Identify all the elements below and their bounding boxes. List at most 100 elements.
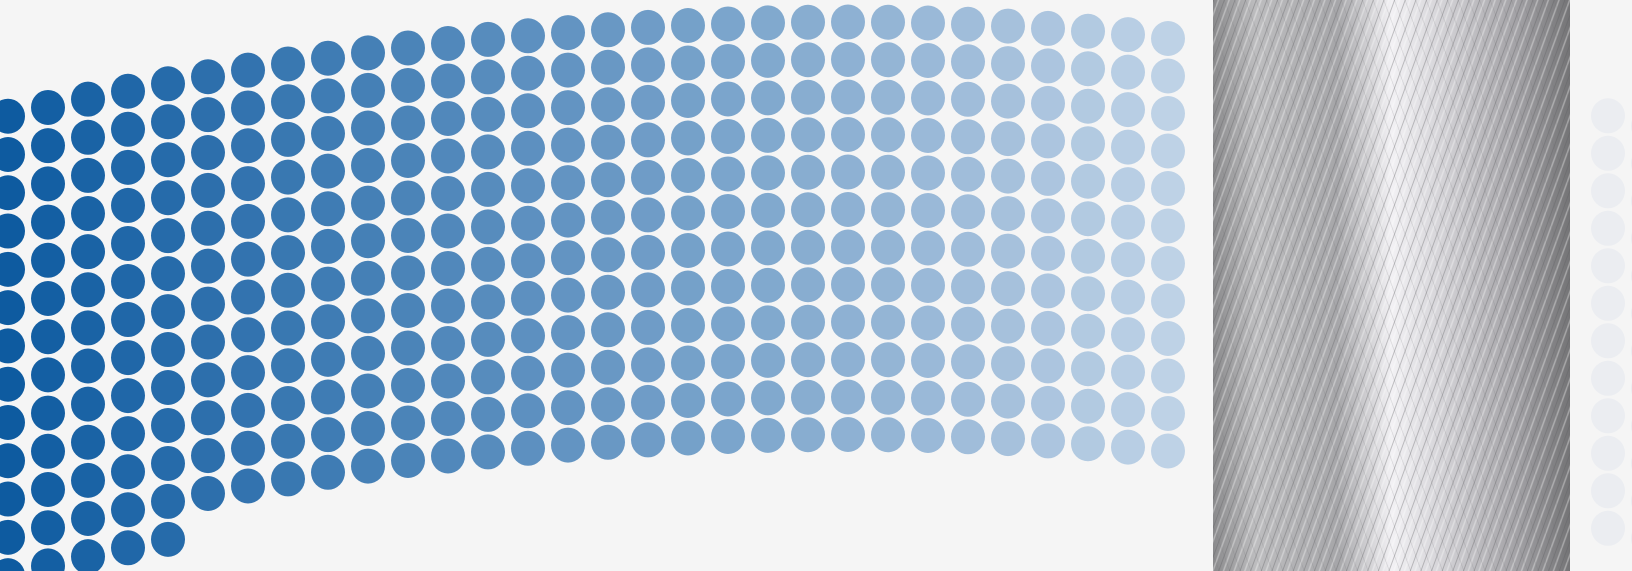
dot xyxy=(711,6,745,41)
dot xyxy=(951,232,985,267)
dot xyxy=(1071,314,1105,349)
dot xyxy=(351,148,385,183)
dot xyxy=(111,302,145,337)
dot xyxy=(631,235,665,270)
dot xyxy=(991,121,1025,156)
dot xyxy=(471,59,505,94)
dot xyxy=(671,8,705,43)
dot xyxy=(751,418,785,453)
dot xyxy=(1111,167,1145,202)
dot xyxy=(751,380,785,415)
dot xyxy=(231,393,265,428)
dot xyxy=(591,350,625,385)
dot xyxy=(31,319,65,354)
dot xyxy=(1151,396,1185,431)
dot xyxy=(71,82,105,117)
dot xyxy=(1031,123,1065,158)
dot xyxy=(871,230,905,265)
dot xyxy=(191,438,225,473)
dot xyxy=(71,310,105,345)
dot xyxy=(471,247,505,282)
dot xyxy=(511,243,545,278)
dot xyxy=(1031,11,1065,46)
dot xyxy=(151,104,185,139)
dot xyxy=(1591,211,1625,246)
dot xyxy=(1031,161,1065,196)
dot xyxy=(911,268,945,303)
dot xyxy=(511,18,545,53)
dot xyxy=(1111,205,1145,240)
dot xyxy=(1591,398,1625,433)
dot xyxy=(711,306,745,341)
dot xyxy=(71,234,105,269)
dot xyxy=(391,30,425,65)
dot xyxy=(111,74,145,109)
dot xyxy=(1151,21,1185,56)
dot xyxy=(951,157,985,192)
dot xyxy=(391,293,425,328)
dot xyxy=(591,312,625,347)
dot xyxy=(111,188,145,223)
dot xyxy=(831,230,865,265)
dot xyxy=(351,73,385,108)
dot xyxy=(791,5,825,40)
dot xyxy=(551,165,585,200)
dot xyxy=(391,330,425,365)
dot xyxy=(31,166,65,201)
dot xyxy=(231,128,265,163)
dot xyxy=(351,449,385,484)
dot xyxy=(311,116,345,151)
dot xyxy=(191,59,225,94)
dot xyxy=(1111,430,1145,465)
dot xyxy=(71,196,105,231)
dot xyxy=(351,336,385,371)
dot xyxy=(1591,248,1625,283)
dot xyxy=(1071,164,1105,199)
dot xyxy=(471,134,505,169)
dot xyxy=(911,305,945,340)
dot xyxy=(1071,426,1105,461)
dot xyxy=(231,279,265,314)
dot xyxy=(791,342,825,377)
dot xyxy=(1591,136,1625,171)
dot xyxy=(191,476,225,511)
dot xyxy=(631,122,665,157)
dot xyxy=(751,230,785,265)
dot xyxy=(751,343,785,378)
dot xyxy=(231,468,265,503)
dot xyxy=(151,332,185,367)
dot xyxy=(871,267,905,302)
dot xyxy=(431,326,465,361)
dot xyxy=(831,80,865,115)
dot xyxy=(431,213,465,248)
graphic xyxy=(0,0,1632,571)
dot xyxy=(191,211,225,246)
dot xyxy=(591,12,625,47)
dot xyxy=(351,223,385,258)
dot xyxy=(951,307,985,342)
dot xyxy=(431,63,465,98)
dot xyxy=(151,66,185,101)
dot xyxy=(231,204,265,239)
dot xyxy=(151,522,185,557)
dot xyxy=(471,22,505,57)
dot xyxy=(151,256,185,291)
dot xyxy=(711,419,745,454)
dot xyxy=(791,305,825,340)
dot xyxy=(1071,239,1105,274)
dot xyxy=(1111,392,1145,427)
dot xyxy=(1031,236,1065,271)
dot xyxy=(671,120,705,155)
dot xyxy=(831,155,865,190)
dot xyxy=(271,386,305,421)
dot xyxy=(671,83,705,118)
dot xyxy=(511,131,545,166)
dot xyxy=(271,273,305,308)
dot xyxy=(711,344,745,379)
dot xyxy=(311,191,345,226)
dot xyxy=(831,117,865,152)
dot xyxy=(671,383,705,418)
dot xyxy=(791,80,825,115)
dot xyxy=(351,411,385,446)
dot xyxy=(311,154,345,189)
